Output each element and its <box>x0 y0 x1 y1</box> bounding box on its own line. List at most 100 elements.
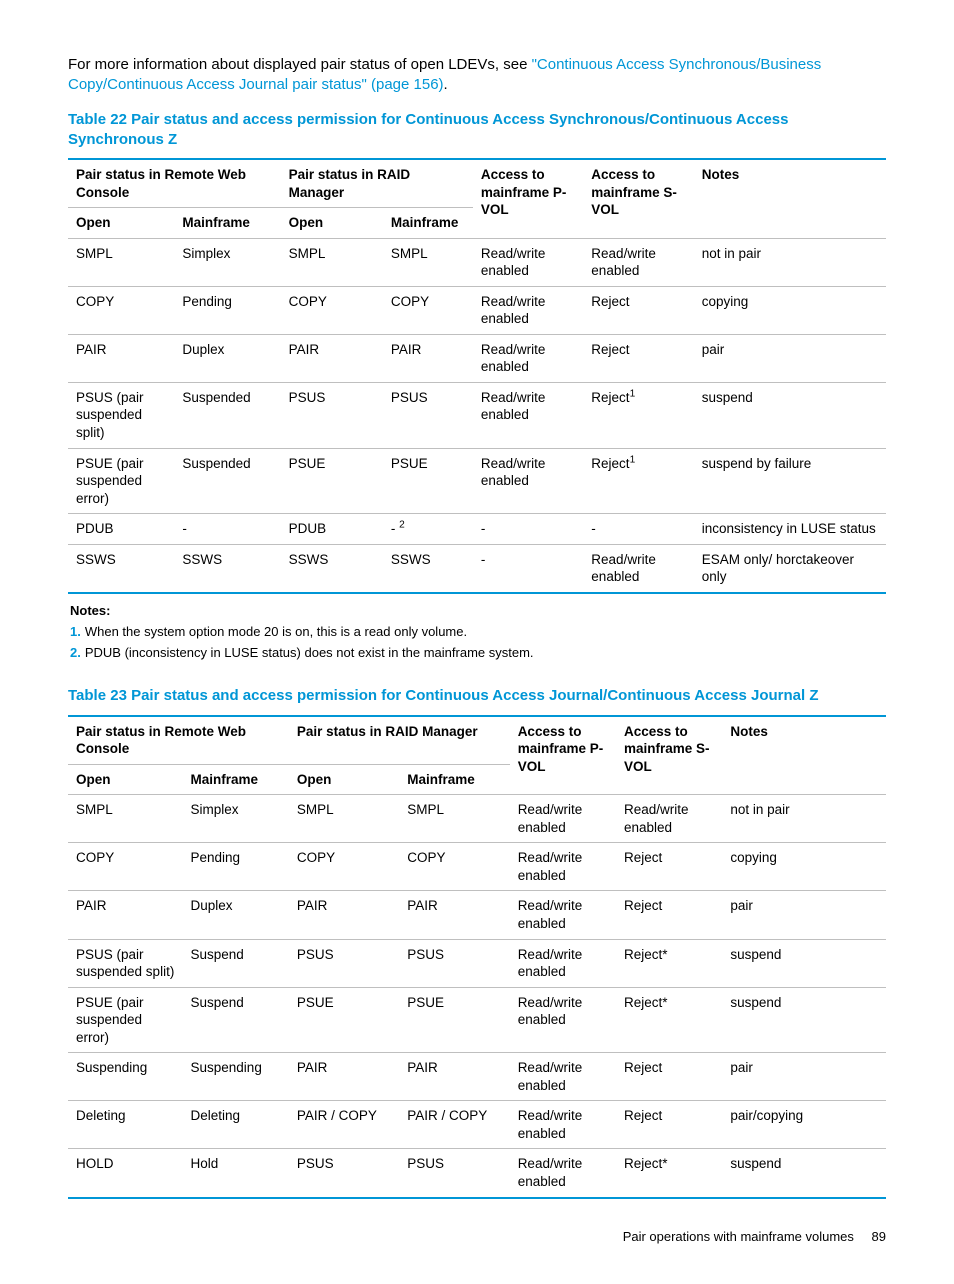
table-cell: PSUS (pair suspended split) <box>68 939 183 987</box>
col-subheader: Open <box>281 208 383 239</box>
table-cell: Duplex <box>174 334 280 382</box>
table-cell: COPY <box>383 286 473 334</box>
table-cell: Read/write enabled <box>510 1101 616 1149</box>
table-23-title: Table 23 Pair status and access permissi… <box>68 686 886 706</box>
footer-section: Pair operations with mainframe volumes <box>623 1229 854 1244</box>
table-cell: PAIR <box>289 1053 399 1101</box>
col-header: Pair status in RAID Manager <box>281 159 473 208</box>
table-cell: SSWS <box>174 544 280 593</box>
table-header-row: Pair status in Remote Web Console Pair s… <box>68 716 886 765</box>
table-cell: Pending <box>174 286 280 334</box>
col-header: Pair status in RAID Manager <box>289 716 510 765</box>
note-text: When the system option mode 20 is on, th… <box>85 624 467 639</box>
table-cell: PSUS (pair suspended split) <box>68 382 174 448</box>
table-cell: SMPL <box>68 238 174 286</box>
table-row: SMPLSimplexSMPLSMPLRead/write enabledRea… <box>68 795 886 843</box>
table-cell: Read/write enabled <box>583 238 693 286</box>
table-cell: PDUB <box>68 514 174 545</box>
table-cell: Reject <box>616 1053 722 1101</box>
col-subheader: Mainframe <box>399 764 509 795</box>
table-cell: Suspend <box>183 987 289 1053</box>
col-subheader: Mainframe <box>183 764 289 795</box>
table-cell: PSUE <box>281 448 383 514</box>
table-23: Pair status in Remote Web Console Pair s… <box>68 715 886 1199</box>
table-cell: Reject1 <box>583 382 693 448</box>
table-cell: copying <box>694 286 886 334</box>
col-header: Access to mainframe P-VOL <box>510 716 616 795</box>
table-cell: Read/write enabled <box>510 891 616 939</box>
table-cell: suspend <box>722 939 886 987</box>
table-cell: PAIR <box>399 1053 509 1101</box>
table-cell: PAIR <box>383 334 473 382</box>
table-cell: pair/copying <box>722 1101 886 1149</box>
table-cell: suspend <box>722 1149 886 1198</box>
table-cell: Reject <box>583 334 693 382</box>
table-cell: - <box>473 514 583 545</box>
table-row: PDUB-PDUB- 2--inconsistency in LUSE stat… <box>68 514 886 545</box>
table-row: PSUS (pair suspended split)SuspendedPSUS… <box>68 382 886 448</box>
table-cell: PSUE (pair suspended error) <box>68 448 174 514</box>
table-cell: PAIR <box>68 891 183 939</box>
table-cell: SMPL <box>68 795 183 843</box>
table-cell: Reject <box>583 286 693 334</box>
table-cell: inconsistency in LUSE status <box>694 514 886 545</box>
table-cell: PAIR <box>289 891 399 939</box>
table-cell: PSUS <box>399 1149 509 1198</box>
table-cell: Read/write enabled <box>583 544 693 593</box>
note-line: 1.When the system option mode 20 is on, … <box>70 623 886 642</box>
note-text: PDUB (inconsistency in LUSE status) does… <box>85 645 534 660</box>
table-row: SSWSSSWSSSWSSSWS-Read/write enabledESAM … <box>68 544 886 593</box>
table-row: SMPLSimplexSMPLSMPLRead/write enabledRea… <box>68 238 886 286</box>
table-cell: Suspended <box>174 448 280 514</box>
table-cell: PSUS <box>383 382 473 448</box>
table-cell: Reject <box>616 843 722 891</box>
table-header-row: Pair status in Remote Web Console Pair s… <box>68 159 886 208</box>
table-cell: HOLD <box>68 1149 183 1198</box>
table-cell: Reject* <box>616 1149 722 1198</box>
table-cell: not in pair <box>722 795 886 843</box>
table-cell: PSUS <box>289 939 399 987</box>
table-cell: Reject* <box>616 987 722 1053</box>
col-subheader: Mainframe <box>383 208 473 239</box>
table-cell: pair <box>694 334 886 382</box>
table-cell: pair <box>722 1053 886 1101</box>
table-cell: Simplex <box>174 238 280 286</box>
table-row: PAIRDuplexPAIRPAIRRead/write enabledReje… <box>68 891 886 939</box>
table-cell: COPY <box>68 286 174 334</box>
footer-page-number: 89 <box>872 1229 886 1244</box>
table-cell: PAIR / COPY <box>289 1101 399 1149</box>
table-cell: SSWS <box>68 544 174 593</box>
table-cell: Read/write enabled <box>473 286 583 334</box>
table-cell: - <box>174 514 280 545</box>
table-22-title: Table 22 Pair status and access permissi… <box>68 110 886 151</box>
table-cell: PSUE <box>399 987 509 1053</box>
table-cell: PAIR <box>68 334 174 382</box>
table-cell: Read/write enabled <box>473 238 583 286</box>
table-cell: PSUE <box>383 448 473 514</box>
col-header: Notes <box>722 716 886 795</box>
table-cell: - <box>473 544 583 593</box>
table-row: PAIRDuplexPAIRPAIRRead/write enabledReje… <box>68 334 886 382</box>
table-cell: SMPL <box>399 795 509 843</box>
table-cell: suspend <box>722 987 886 1053</box>
col-subheader: Open <box>68 764 183 795</box>
intro-pre: For more information about displayed pai… <box>68 56 532 73</box>
col-subheader: Open <box>289 764 399 795</box>
table-cell: Reject <box>616 891 722 939</box>
table-cell: PSUE (pair suspended error) <box>68 987 183 1053</box>
page-footer: Pair operations with mainframe volumes 8… <box>68 1229 886 1244</box>
table-cell: Simplex <box>183 795 289 843</box>
table-cell: Read/write enabled <box>510 939 616 987</box>
table-cell: suspend by failure <box>694 448 886 514</box>
table-cell: Read/write enabled <box>473 382 583 448</box>
table-row: PSUE (pair suspended error)SuspendPSUEPS… <box>68 987 886 1053</box>
table-row: COPYPendingCOPYCOPYRead/write enabledRej… <box>68 843 886 891</box>
table-cell: COPY <box>289 843 399 891</box>
table-row: SuspendingSuspendingPAIRPAIRRead/write e… <box>68 1053 886 1101</box>
col-header: Access to mainframe S-VOL <box>616 716 722 795</box>
note-line: 2.PDUB (inconsistency in LUSE status) do… <box>70 644 886 663</box>
table-cell: Suspend <box>183 939 289 987</box>
col-header: Pair status in Remote Web Console <box>68 159 281 208</box>
table-cell: COPY <box>68 843 183 891</box>
table-row: PSUE (pair suspended error)SuspendedPSUE… <box>68 448 886 514</box>
